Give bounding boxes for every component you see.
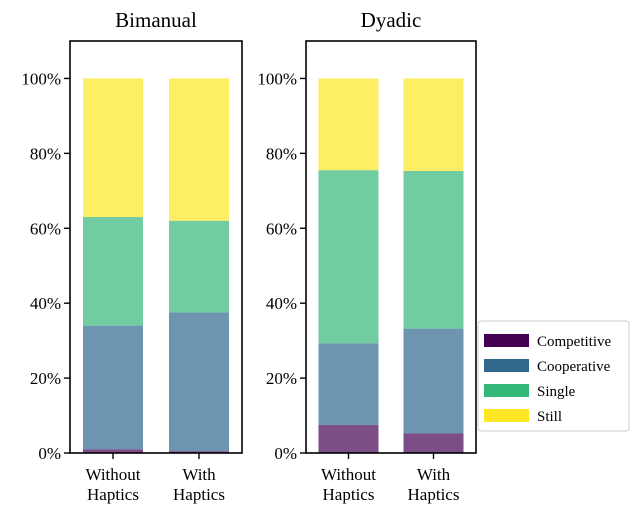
bimanual-ytick-label-0: 0% <box>38 444 61 463</box>
bimanual-bar-cooperative-0 <box>83 325 143 450</box>
bimanual-bar-single-0 <box>83 217 143 326</box>
dyadic-xtick-label-0: Without Haptics <box>321 465 376 504</box>
legend-label-single: Single <box>537 384 576 400</box>
dyadic-xtick-label-1: With Haptics <box>408 465 460 504</box>
bimanual-bar-still-1 <box>169 78 229 221</box>
bimanual-bar-competitive-0 <box>83 449 143 453</box>
dyadic-ytick-label-1: 20% <box>266 369 297 388</box>
dyadic-ytick-label-0: 0% <box>274 444 297 463</box>
bimanual-bar-still-0 <box>83 78 143 218</box>
legend-label-competitive: Competitive <box>537 334 612 350</box>
bimanual-ytick-label-3: 60% <box>30 219 61 238</box>
dyadic-ytick-label-4: 80% <box>266 144 297 163</box>
bimanual-ytick-label-2: 40% <box>30 294 61 313</box>
dyadic-bar-competitive-1 <box>403 433 464 453</box>
legend-swatch-single <box>484 384 529 397</box>
bimanual-ytick-label-5: 100% <box>21 69 61 88</box>
legend-swatch-cooperative <box>484 359 529 372</box>
dyadic-bar-cooperative-0 <box>318 343 379 425</box>
legend-label-still: Still <box>537 409 562 425</box>
bimanual-panel: Bimanual 0% 20% 40% 60% 80% 100% Without Haptics… <box>21 8 243 504</box>
bimanual-xtick-label-1: With Haptics <box>173 465 225 504</box>
dyadic-panel: Dyadic 0% 20% 40% 60% 80% 100% Without Haptics Wi… <box>257 8 477 504</box>
dyadic-bar-single-0 <box>318 170 379 344</box>
dyadic-ytick-label-2: 40% <box>266 294 297 313</box>
bimanual-bar-cooperative-1 <box>169 312 229 452</box>
dyadic-bar-cooperative-1 <box>403 328 464 434</box>
chart-legend: Competitive Cooperative Single Still <box>477 320 630 432</box>
dyadic-ytick-label-5: 100% <box>257 69 297 88</box>
bimanual-axes-frame <box>69 40 243 454</box>
bimanual-xtick-label-0: Without Haptics <box>85 465 140 504</box>
legend-frame <box>477 320 630 432</box>
bimanual-bar-single-1 <box>169 220 229 313</box>
dyadic-bar-competitive-0 <box>318 424 379 453</box>
dyadic-axes-frame <box>305 40 477 454</box>
bimanual-ytick-label-4: 80% <box>30 144 61 163</box>
bimanual-ytick-label-1: 20% <box>30 369 61 388</box>
dyadic-ytick-label-3: 60% <box>266 219 297 238</box>
bimanual-bar-competitive-1 <box>169 451 229 453</box>
legend-label-cooperative: Cooperative <box>537 359 611 375</box>
dyadic-bar-still-1 <box>403 78 464 171</box>
legend-swatch-competitive <box>484 334 529 347</box>
legend-swatch-still <box>484 409 529 422</box>
bimanual-title: Bimanual <box>115 8 197 32</box>
dyadic-bar-single-1 <box>403 170 464 329</box>
dyadic-title: Dyadic <box>361 8 422 32</box>
dyadic-bar-still-0 <box>318 78 379 171</box>
